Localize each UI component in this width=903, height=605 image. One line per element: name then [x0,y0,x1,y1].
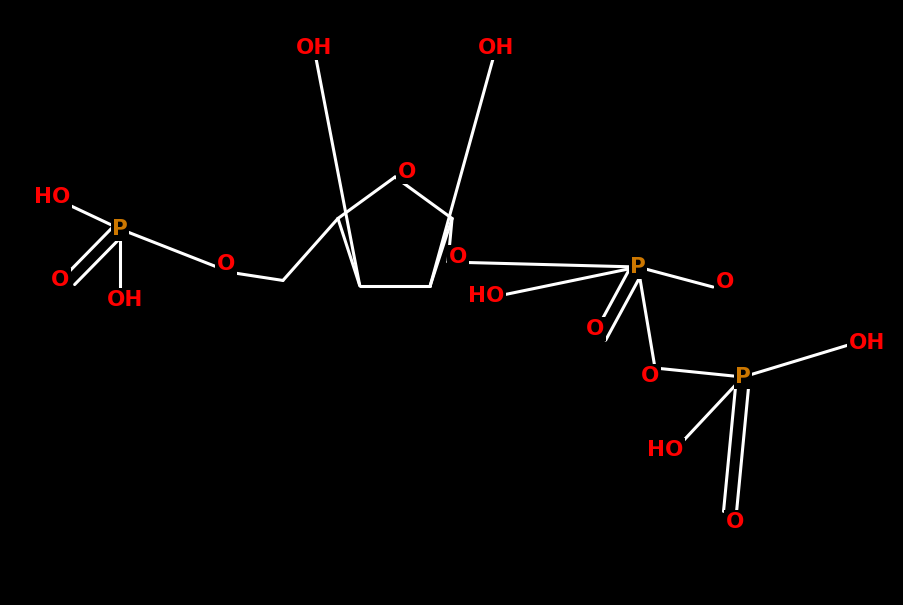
Text: O: O [51,270,70,290]
Text: O: O [725,512,743,532]
Text: OH: OH [478,38,514,58]
Text: P: P [629,257,645,277]
Text: O: O [640,366,658,386]
Text: P: P [734,367,750,387]
Text: HO: HO [467,286,504,306]
Text: O: O [715,272,733,292]
Text: OH: OH [848,333,884,353]
Text: O: O [448,247,467,267]
Text: P: P [112,219,127,239]
Text: O: O [397,162,415,182]
Text: OH: OH [107,290,143,310]
Text: HO: HO [647,440,683,460]
Text: OH: OH [295,38,331,58]
Text: O: O [585,319,603,339]
Text: O: O [217,255,235,275]
Text: HO: HO [33,187,70,207]
